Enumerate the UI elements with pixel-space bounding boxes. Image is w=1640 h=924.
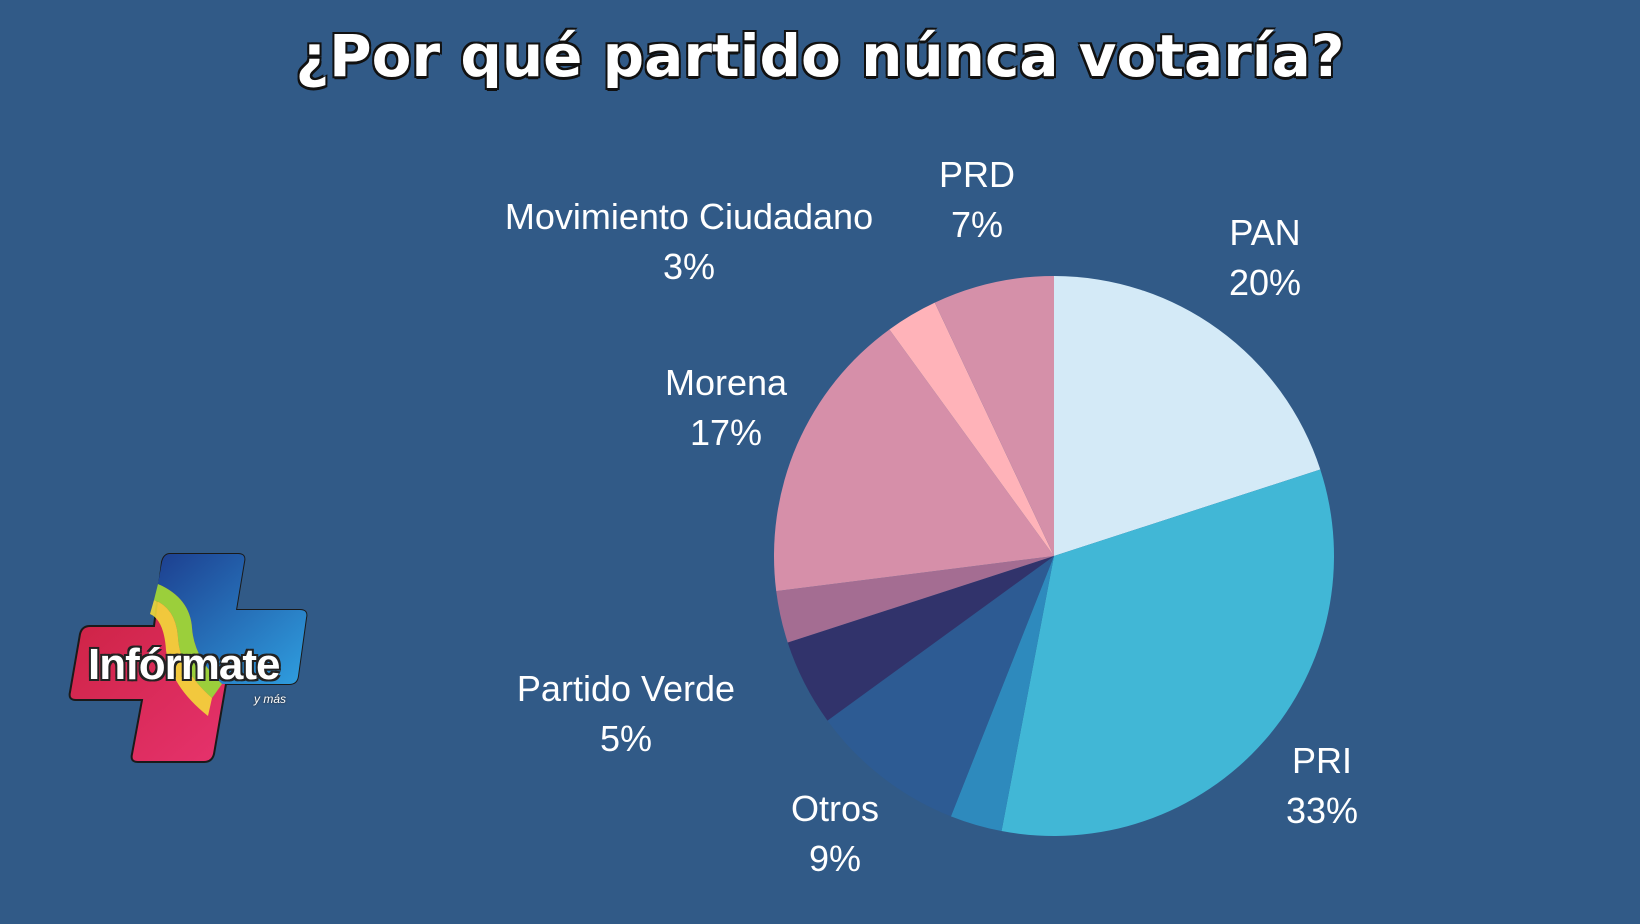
- logo-name: Infórmate: [88, 640, 280, 689]
- informate-logo: Infórmate y más: [62, 548, 322, 796]
- label-otros-name: Otros: [790, 788, 879, 829]
- label-movimiento-ciudadano-name: Movimiento Ciudadano: [504, 196, 874, 237]
- label-movimiento-ciudadano: Movimiento Ciudadano 3%: [479, 192, 899, 292]
- logo-subtitle: y más: [254, 692, 287, 706]
- pie-slice-unlabeled-2: [950, 556, 1054, 832]
- label-pri-name: PRI: [1291, 740, 1352, 781]
- label-pan: PAN 20%: [1170, 208, 1360, 308]
- pie-slice-pan: [1054, 276, 1321, 556]
- label-partido-verde-name: Partido Verde: [516, 668, 736, 709]
- label-movimiento-ciudadano-value: 3%: [662, 246, 716, 287]
- chart-title: ¿Por qué partido núnca votaría?: [295, 22, 1345, 90]
- label-prd: PRD 7%: [917, 150, 1037, 250]
- pie-slice-otros: [827, 556, 1054, 817]
- label-pan-name: PAN: [1229, 212, 1301, 253]
- label-prd-value: 7%: [950, 204, 1004, 245]
- label-partido-verde: Partido Verde 5%: [476, 664, 776, 764]
- label-morena: Morena 17%: [626, 358, 826, 458]
- label-pan-value: 20%: [1228, 262, 1302, 303]
- label-prd-name: PRD: [938, 154, 1015, 195]
- label-otros-value: 9%: [808, 838, 862, 879]
- label-pri: PRI 33%: [1242, 736, 1402, 836]
- label-pri-value: 33%: [1285, 790, 1359, 831]
- pie-slice-unlabeled-5: [776, 556, 1054, 643]
- label-morena-name: Morena: [664, 362, 788, 403]
- pie-slice-morena: [773, 329, 1054, 592]
- label-morena-value: 17%: [689, 412, 763, 453]
- pie-slice-movimiento-ciudadano: [889, 302, 1054, 556]
- label-partido-verde-value: 5%: [599, 718, 653, 759]
- pie-slice-partido-verde: [787, 556, 1054, 721]
- logo-cross-icon: [68, 553, 308, 763]
- pie-slice-pri: [1001, 469, 1334, 836]
- label-otros: Otros 9%: [755, 784, 915, 884]
- pie-slice-prd: [934, 276, 1054, 556]
